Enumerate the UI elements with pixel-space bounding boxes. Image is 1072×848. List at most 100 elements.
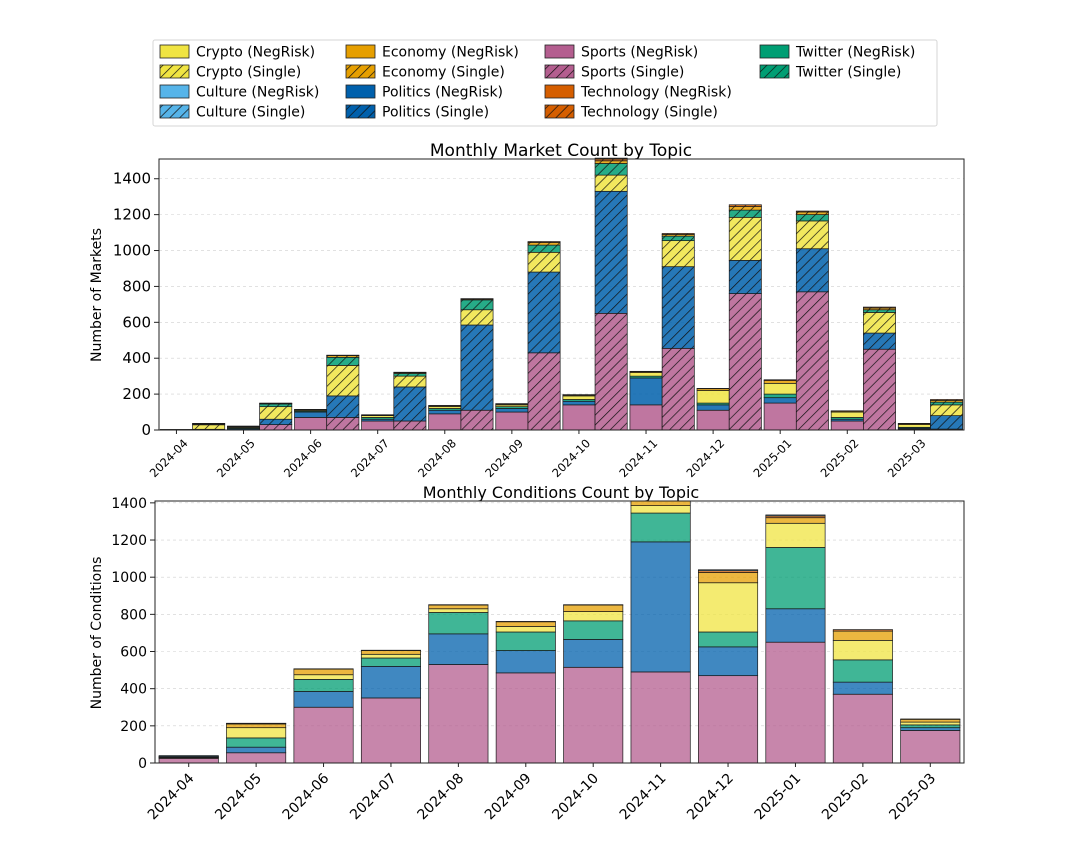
y-tick-label: 1200 xyxy=(113,206,151,224)
legend-entry: Economy (NegRisk) xyxy=(346,45,519,61)
legend-swatch-hatch xyxy=(545,105,574,118)
bar-segment-hatch xyxy=(662,233,694,234)
legend-label: Politics (Single) xyxy=(382,105,489,121)
bar-segment xyxy=(564,612,623,621)
bar-segment-hatch xyxy=(461,310,493,325)
bar-segment-hatch xyxy=(595,161,627,164)
legend-swatch-hatch xyxy=(160,65,189,78)
bar-segment-hatch xyxy=(394,376,426,387)
bar-segment-hatch xyxy=(260,404,292,407)
legend-label: Twitter (Single) xyxy=(795,65,901,81)
legend-swatch xyxy=(760,45,789,58)
y-tick-label: 600 xyxy=(122,313,151,331)
legend-swatch-hatch xyxy=(346,105,375,118)
bar-segment-hatch xyxy=(796,221,828,249)
bar-segment xyxy=(764,381,796,384)
bar-segment-hatch xyxy=(595,313,627,430)
bar-segment xyxy=(294,675,353,680)
legend-entry: Crypto (Single) xyxy=(160,65,301,81)
bar-segment xyxy=(630,378,662,405)
bar-segment xyxy=(698,632,757,647)
bar-segment xyxy=(226,724,285,728)
bar-segment-hatch xyxy=(193,425,225,429)
bar-segment-hatch xyxy=(327,365,359,396)
bar-segment xyxy=(564,639,623,667)
legend-label: Culture (NegRisk) xyxy=(196,85,319,101)
bar-segment xyxy=(429,634,488,665)
bar-segment-hatch xyxy=(327,417,359,430)
x-tick-label: 2025-02 xyxy=(818,436,862,480)
y-tick-label: 200 xyxy=(120,719,147,735)
conditions-count-chart: Monthly Conditions Count by Topic Number… xyxy=(89,483,964,823)
x-tick-label: 2024-04 xyxy=(147,436,191,480)
bar-segment-hatch xyxy=(394,373,426,376)
bar-segment xyxy=(766,609,825,642)
bar-segment xyxy=(429,414,461,430)
legend-entry: Twitter (NegRisk) xyxy=(760,45,915,61)
plot-frame-markets xyxy=(159,159,964,430)
bar-segment-hatch xyxy=(595,175,627,191)
x-tick-label: 2024-10 xyxy=(549,771,602,824)
bar-segment-hatch xyxy=(863,307,895,308)
x-tick-label: 2024-04 xyxy=(145,770,198,823)
bar-segment xyxy=(226,738,285,747)
bar-segment xyxy=(833,640,892,660)
x-tick-label: 2024-05 xyxy=(212,771,265,824)
legend-entry: Sports (Single) xyxy=(545,65,684,81)
y-tick-label: 1000 xyxy=(113,242,151,260)
y-tick-label: 1000 xyxy=(111,570,147,586)
bar-segment xyxy=(496,673,555,763)
x-tick-label: 2024-06 xyxy=(281,436,325,480)
bar-segment xyxy=(563,401,595,405)
chart-title-markets: Monthly Market Count by Topic xyxy=(430,141,692,161)
bar-segment xyxy=(764,398,796,403)
y-tick-label: 1200 xyxy=(111,533,147,549)
bar-segment-hatch xyxy=(394,387,426,421)
legend-swatch xyxy=(160,45,189,58)
y-tick-label: 1400 xyxy=(113,170,151,188)
bar-segment-hatch xyxy=(796,292,828,430)
bar-segment-hatch xyxy=(595,163,627,175)
bar-segment-hatch xyxy=(729,210,761,217)
bar-segment xyxy=(766,515,825,516)
bar-segment-hatch xyxy=(595,191,627,313)
bar-segment xyxy=(833,682,892,694)
y-tick-label: 1400 xyxy=(111,496,147,512)
bar-segment xyxy=(766,547,825,608)
x-tick-label: 2025-02 xyxy=(819,771,872,824)
bar-segment-hatch xyxy=(394,421,426,430)
bar-segment xyxy=(226,747,285,753)
bar-segment xyxy=(226,753,285,763)
bar-segment xyxy=(564,621,623,640)
y-tick-label: 600 xyxy=(120,645,147,661)
bar-segment xyxy=(563,405,595,430)
x-tick-label: 2024-11 xyxy=(617,771,670,824)
bar-segment-hatch xyxy=(796,215,828,221)
bar-segment-hatch xyxy=(930,402,962,405)
bar-segment-hatch xyxy=(796,211,828,212)
legend-entry: Crypto (NegRisk) xyxy=(160,45,315,61)
legend-label: Sports (NegRisk) xyxy=(581,45,698,61)
bar-segment-hatch xyxy=(528,252,560,272)
bar-segment xyxy=(698,583,757,632)
legend-swatch-hatch xyxy=(346,65,375,78)
legend-entry: Culture (NegRisk) xyxy=(160,85,319,101)
bar-segment xyxy=(496,622,555,627)
legend-label: Crypto (NegRisk) xyxy=(196,45,315,61)
bar-segment xyxy=(361,666,420,698)
bar-segment xyxy=(429,609,488,613)
x-tick-label: 2025-03 xyxy=(885,436,929,480)
bar-segment-hatch xyxy=(662,241,694,267)
bar-segment xyxy=(361,658,420,666)
bar-segment-hatch xyxy=(461,300,493,310)
bar-segment xyxy=(697,405,729,410)
bar-segment-hatch xyxy=(461,325,493,410)
legend-label: Twitter (NegRisk) xyxy=(795,45,915,61)
y-tick-label: 0 xyxy=(141,421,151,439)
bar-segment-hatch xyxy=(930,405,962,416)
bar-segment xyxy=(429,665,488,763)
x-tick-label: 2024-09 xyxy=(482,436,526,480)
x-tick-label: 2025-01 xyxy=(751,436,795,480)
bar-segment xyxy=(159,756,218,757)
